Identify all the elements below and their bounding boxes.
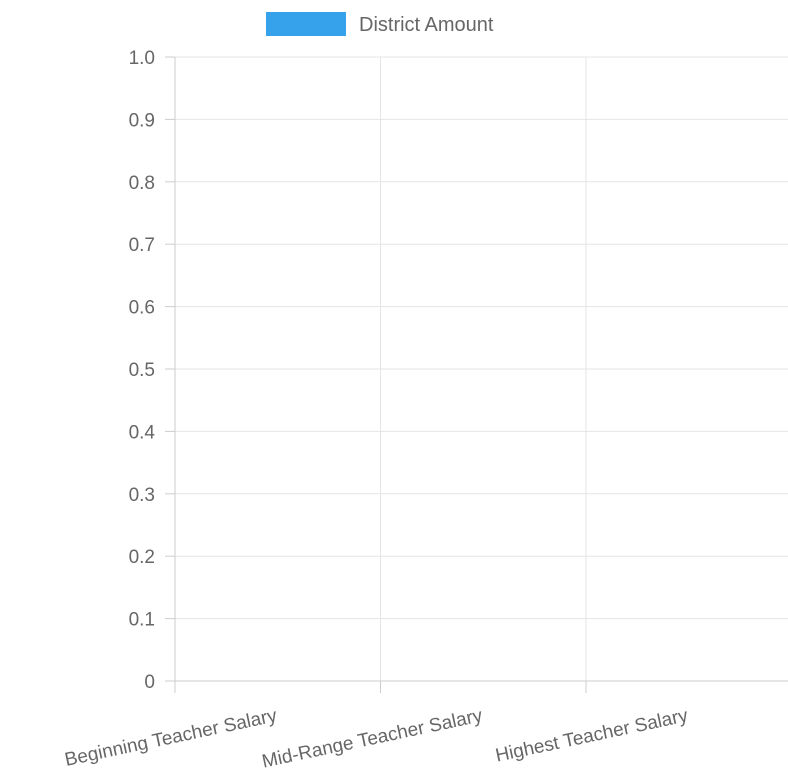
y-tick-label: 0.8	[129, 173, 155, 194]
y-tick-label: 0.4	[129, 422, 156, 443]
y-tick-label: 0.9	[129, 110, 155, 131]
x-tick-label: Beginning Teacher Salary	[63, 705, 279, 771]
x-tick-label: Mid-Range Teacher Salary	[260, 705, 485, 772]
y-tick-label: 0.1	[129, 610, 155, 631]
y-tick-labels: 1.0 0.9 0.8 0.7 0.6 0.5 0.4 0.3 0.2 0.1 0	[129, 48, 156, 693]
y-tick-label: 1.0	[129, 48, 155, 69]
y-tick-label: 0.5	[129, 360, 155, 381]
x-tick-label: Highest Teacher Salary	[494, 705, 691, 766]
legend-swatch	[266, 12, 346, 36]
y-tick-label: 0	[144, 672, 155, 693]
y-tick-label: 0.3	[129, 485, 155, 506]
y-tick-label: 0.6	[129, 298, 155, 319]
legend-label: District Amount	[359, 14, 494, 36]
legend[interactable]: District Amount	[266, 12, 494, 36]
y-tick-label: 0.7	[129, 235, 155, 256]
y-tick-label: 0.2	[129, 547, 155, 568]
axes	[174, 57, 788, 682]
grid-lines	[165, 56, 788, 693]
